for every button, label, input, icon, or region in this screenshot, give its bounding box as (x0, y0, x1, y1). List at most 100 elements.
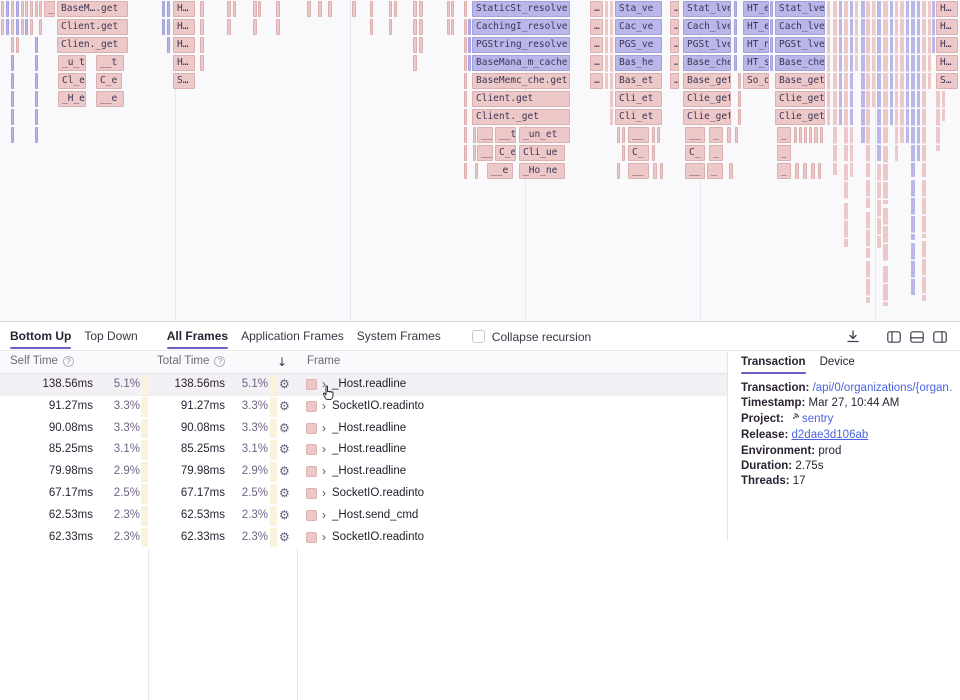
flame-frame[interactable] (622, 127, 625, 143)
flame-frame[interactable]: … (670, 1, 679, 17)
flame-frame[interactable] (11, 127, 14, 143)
flame-frame[interactable]: Cach_lve (683, 19, 731, 35)
flame-frame[interactable]: __ (477, 145, 493, 161)
flame-frame[interactable]: … (590, 55, 603, 71)
flame-frame-stack[interactable] (827, 1, 830, 125)
flame-frame-stack[interactable] (895, 1, 898, 161)
flame-frame[interactable]: … (670, 19, 679, 35)
layout-right-icon[interactable] (933, 330, 947, 343)
tab-application-frames[interactable]: Application Frames (241, 328, 344, 343)
flame-frame[interactable] (200, 1, 204, 17)
flame-frame[interactable] (419, 19, 423, 35)
flame-frame[interactable] (770, 55, 773, 71)
sort-desc-icon[interactable]: ↓ (277, 355, 288, 369)
flame-frame[interactable]: _ (707, 163, 723, 179)
flame-frame[interactable]: BaseM….get (57, 1, 128, 17)
flame-frame[interactable] (468, 55, 471, 71)
expand-chevron-icon[interactable]: › (322, 464, 326, 479)
flame-frame-stack[interactable] (844, 1, 848, 161)
flame-frame[interactable] (464, 19, 467, 35)
flame-frame-stack[interactable] (872, 1, 875, 107)
flame-frame-stack[interactable] (833, 127, 837, 175)
expand-chevron-icon[interactable]: › (322, 485, 326, 500)
col-frame[interactable]: Frame (307, 355, 341, 367)
flame-frame[interactable] (25, 1, 28, 17)
flame-frame[interactable]: C_ (628, 145, 649, 161)
flame-frame[interactable] (25, 19, 28, 35)
flame-frame[interactable] (394, 1, 397, 17)
flame-frame[interactable]: S… (936, 73, 958, 89)
flame-frame[interactable]: __e (487, 163, 513, 179)
flame-frame[interactable]: … (590, 19, 603, 35)
flame-frame[interactable]: PGSt_lve (683, 37, 731, 53)
flame-frame[interactable] (39, 19, 42, 35)
flame-frame[interactable]: _H_e (58, 91, 86, 107)
tab-bottom-up[interactable]: Bottom Up (10, 323, 72, 351)
flame-frame-stack[interactable] (839, 1, 842, 125)
flame-frame[interactable]: HT_e (743, 19, 769, 35)
flame-frame[interactable]: __e (96, 91, 124, 107)
flame-frame-stack[interactable] (833, 91, 837, 125)
flame-frame[interactable] (475, 163, 478, 179)
flame-frame[interactable] (11, 19, 14, 35)
collapse-recursion-checkbox[interactable] (471, 330, 485, 343)
flame-frame[interactable]: Cac_ve (615, 19, 662, 35)
flame-frame[interactable] (468, 19, 471, 35)
flame-frame[interactable] (622, 145, 625, 161)
flame-frame-stack[interactable] (610, 1, 613, 125)
frame-settings-gear-icon[interactable]: ⚙ (279, 398, 290, 413)
flame-frame[interactable]: H… (173, 19, 195, 35)
flame-frame[interactable]: S… (173, 73, 195, 89)
flame-frame[interactable] (200, 37, 204, 53)
flame-frame[interactable] (253, 1, 257, 17)
flame-frame[interactable] (735, 127, 738, 143)
frame-settings-gear-icon[interactable]: ⚙ (279, 464, 290, 479)
flame-frame[interactable] (738, 73, 741, 89)
flame-frame[interactable]: _ (777, 145, 791, 161)
flame-frame[interactable] (370, 19, 373, 35)
flame-frame[interactable] (727, 127, 731, 143)
tab-all-frames[interactable]: All Frames (166, 323, 229, 351)
flame-frame[interactable] (660, 163, 663, 179)
flame-frame-stack[interactable] (900, 1, 904, 143)
flame-frame[interactable] (167, 37, 170, 53)
flame-frame-stack[interactable] (922, 241, 926, 301)
flame-frame[interactable] (413, 1, 417, 17)
frame-row[interactable]: 79.98ms 2.9% 79.98ms 2.9% ⚙ › _Host.readline (0, 461, 727, 483)
frame-row[interactable]: 67.17ms 2.5% 67.17ms 2.5% ⚙ › SocketIO.readint… (0, 482, 727, 505)
layout-bottom-icon[interactable] (910, 330, 924, 343)
expand-chevron-icon[interactable]: › (322, 420, 326, 435)
flame-frame[interactable] (738, 109, 741, 125)
expand-chevron-icon[interactable]: › (322, 507, 326, 522)
flame-frame[interactable]: C_e (495, 145, 516, 161)
flame-frame[interactable]: … (670, 37, 679, 53)
flame-frame-stack[interactable] (855, 1, 858, 71)
flame-frame[interactable] (35, 37, 38, 53)
flame-frame[interactable]: Sta_ve (615, 1, 662, 17)
flame-frame[interactable] (16, 37, 19, 53)
flame-frame[interactable]: So_o (743, 73, 769, 89)
flame-frame-stack[interactable] (911, 180, 915, 240)
flame-frame[interactable] (21, 1, 24, 17)
frame-settings-gear-icon[interactable]: ⚙ (279, 377, 290, 391)
flame-frame[interactable] (738, 91, 741, 107)
flame-frame-stack[interactable] (928, 1, 931, 89)
flame-frame[interactable] (464, 55, 467, 71)
flame-frame[interactable] (6, 1, 9, 17)
help-icon[interactable]: ? (62, 355, 74, 367)
flame-frame[interactable] (818, 163, 821, 179)
layout-left-icon[interactable] (887, 330, 901, 343)
flame-frame[interactable] (35, 1, 38, 17)
flame-frame[interactable] (16, 1, 19, 17)
flame-frame[interactable]: PGString_resolve (472, 37, 570, 53)
flame-frame[interactable] (11, 37, 14, 53)
flame-frame-stack[interactable] (861, 1, 865, 143)
tab-top-down[interactable]: Top Down (84, 328, 138, 343)
flame-frame[interactable] (39, 1, 42, 17)
flame-frame[interactable] (162, 19, 165, 35)
flame-frame-stack[interactable] (866, 261, 870, 303)
flame-frame-stack[interactable] (833, 1, 837, 89)
flame-frame[interactable] (307, 1, 311, 17)
transaction-link[interactable]: /api/0/organizations/{organ… (812, 382, 952, 394)
flame-frame[interactable] (729, 163, 733, 179)
